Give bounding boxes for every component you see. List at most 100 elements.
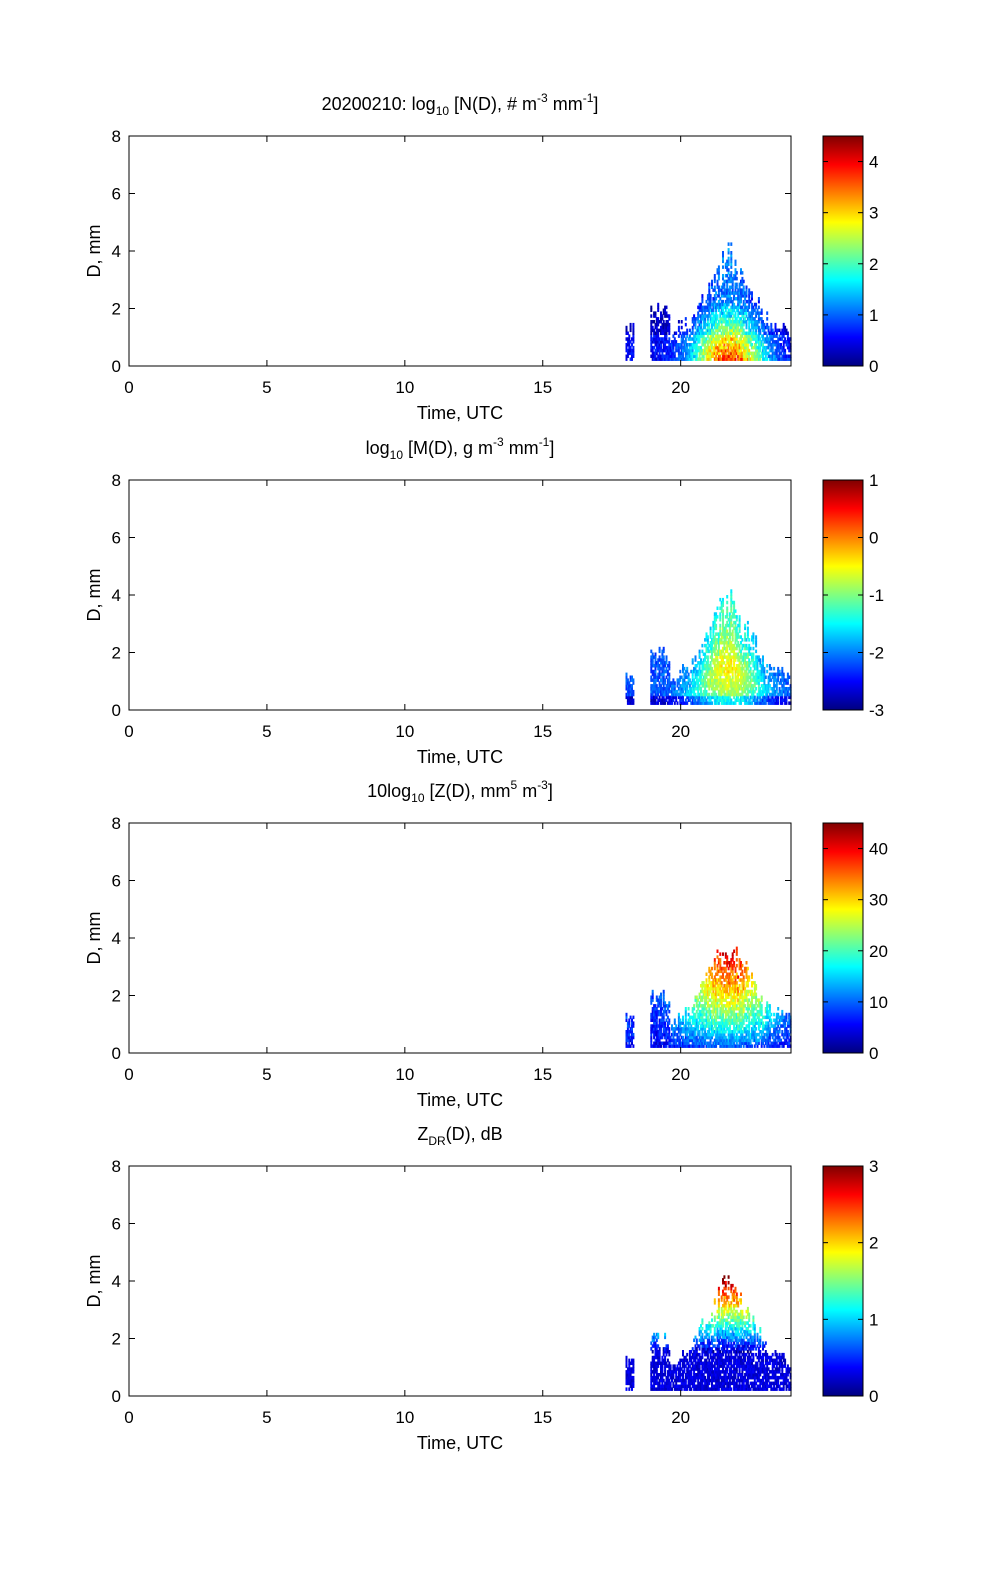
heatmap-cell [730, 981, 733, 985]
heatmap-cell [708, 672, 711, 677]
heatmap-cell [713, 1001, 716, 1005]
heatmap-cell [668, 1018, 671, 1022]
heatmap-cell [625, 1375, 628, 1380]
heatmap-cell [724, 328, 727, 333]
heatmap-cell [727, 978, 730, 982]
heatmap-cell [752, 1021, 755, 1025]
heatmap-cell [730, 646, 733, 651]
heatmap-cell [668, 1009, 671, 1014]
heatmap-cell [666, 672, 669, 677]
heatmap-cell [774, 695, 777, 700]
heatmap-cell [777, 1038, 780, 1043]
heatmap-cell [658, 343, 661, 347]
heatmap-cell [733, 652, 736, 656]
heatmap-cell [709, 1021, 712, 1025]
heatmap-cell [755, 675, 758, 679]
heatmap-cell [658, 1358, 661, 1363]
heatmap-cell [744, 1004, 747, 1008]
heatmap-cell [702, 681, 705, 685]
heatmap-cell [744, 354, 747, 358]
heatmap-cell [759, 1030, 762, 1034]
heatmap-cell [650, 1378, 653, 1383]
heatmap-cell [733, 643, 736, 648]
heatmap-cell [712, 689, 715, 694]
heatmap-cell [650, 1370, 653, 1374]
heatmap-cell [701, 684, 704, 688]
heatmap-cell [751, 354, 753, 358]
heatmap-cell [682, 1035, 684, 1040]
heatmap-cell [683, 684, 686, 688]
heatmap-cell [764, 695, 767, 700]
heatmap-cell [650, 1387, 653, 1391]
heatmap-cell [785, 1015, 788, 1020]
heatmap-cell [715, 317, 718, 321]
heatmap-cell [724, 986, 727, 991]
heatmap-cell [651, 1044, 654, 1048]
heatmap-cell [719, 632, 722, 636]
heatmap-cell [728, 655, 731, 659]
y-axis-label: D, mm [84, 225, 104, 278]
heatmap-cell [662, 1004, 665, 1008]
heatmap-cell [730, 698, 733, 702]
heatmap-cell [766, 664, 769, 668]
heatmap-cell [650, 675, 653, 679]
heatmap-cell [704, 681, 707, 685]
heatmap-cell [709, 681, 712, 685]
heatmap-cell [661, 1364, 664, 1368]
heatmap-cell [723, 643, 726, 648]
heatmap-cell [666, 692, 669, 697]
y-axis-label: D, mm [84, 912, 104, 965]
heatmap-cell [781, 337, 784, 341]
heatmap-cell [719, 343, 722, 347]
heatmap-cell [738, 291, 741, 295]
heatmap-cell [740, 340, 742, 344]
heatmap-cell [709, 986, 712, 991]
heatmap-cell [728, 337, 731, 341]
heatmap-cell [740, 692, 742, 697]
heatmap-cell [726, 669, 729, 674]
heatmap-cell [773, 692, 776, 697]
heatmap-cell [682, 1021, 684, 1025]
heatmap-cell [693, 354, 696, 358]
heatmap-cell [708, 687, 711, 691]
heatmap-cell [675, 695, 678, 700]
heatmap-cell [655, 678, 658, 682]
heatmap-cell [662, 1018, 665, 1022]
heatmap-cell [778, 345, 781, 350]
heatmap-cell [755, 334, 758, 338]
heatmap-cell [695, 675, 698, 679]
heatmap-cell [700, 689, 702, 694]
heatmap-cell [738, 317, 741, 321]
heatmap-cell [730, 664, 733, 668]
heatmap-cell [706, 334, 709, 338]
heatmap-cell [722, 681, 724, 685]
heatmap-cell [742, 302, 745, 307]
heatmap-cell [741, 328, 744, 333]
heatmap-cell [713, 1030, 716, 1034]
heatmap-cell [751, 695, 753, 700]
heatmap-cell [781, 689, 784, 694]
heatmap-cell [726, 1041, 729, 1045]
heatmap-cell [654, 1347, 657, 1351]
heatmap-cell [708, 348, 711, 353]
heatmap-cell [711, 652, 713, 656]
heatmap-cell [631, 687, 633, 691]
heatmap-cell [745, 984, 748, 988]
heatmap-cell [756, 666, 759, 671]
heatmap-cell [740, 348, 742, 353]
heatmap-cell [734, 320, 737, 324]
heatmap-cell [653, 698, 656, 702]
heatmap-cell [728, 331, 731, 335]
heatmap-cell [650, 1367, 653, 1371]
heatmap-cell [704, 1027, 707, 1031]
heatmap-cell [728, 963, 731, 968]
heatmap-cell [675, 343, 678, 347]
heatmap-cell [705, 664, 708, 668]
heatmap-cell [713, 692, 716, 697]
heatmap-cell [734, 666, 737, 671]
heatmap-cell [723, 669, 726, 674]
heatmap-cell [653, 1007, 656, 1011]
heatmap-cell [654, 334, 657, 338]
heatmap-cell [767, 351, 770, 356]
heatmap-cell [730, 1012, 733, 1017]
